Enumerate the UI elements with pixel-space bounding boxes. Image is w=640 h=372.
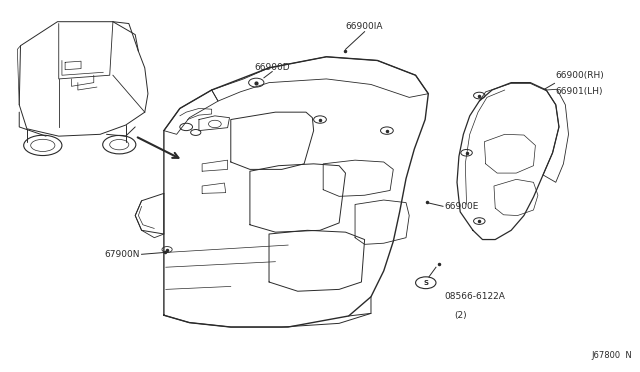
Text: J67800  N: J67800 N xyxy=(591,351,632,360)
Text: 67900N: 67900N xyxy=(105,250,140,259)
Text: 66901(LH): 66901(LH) xyxy=(556,87,604,96)
Text: 66900(RH): 66900(RH) xyxy=(556,71,605,80)
Text: S: S xyxy=(423,280,428,286)
Text: 08566-6122A: 08566-6122A xyxy=(444,292,505,301)
Text: 66900D: 66900D xyxy=(254,62,290,71)
Text: (2): (2) xyxy=(454,311,467,320)
Text: 66900E: 66900E xyxy=(444,202,479,211)
Text: 66900IA: 66900IA xyxy=(346,22,383,31)
